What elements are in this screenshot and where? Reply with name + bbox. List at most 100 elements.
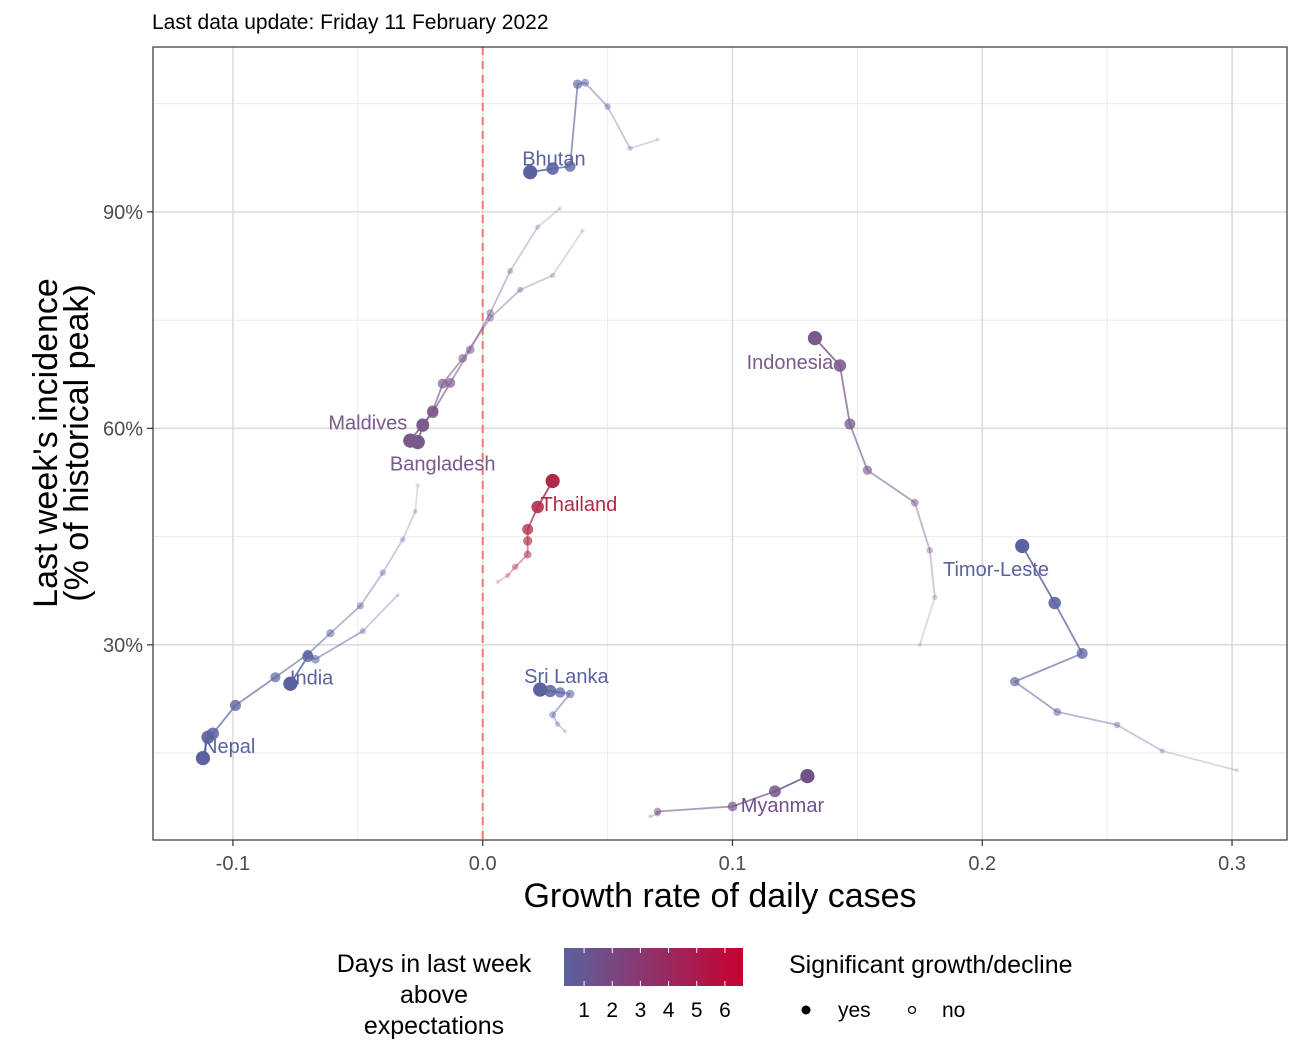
chart-subtitle: Last data update: Friday 11 February 202… — [152, 11, 549, 34]
plot-panel: Bhutan Maldives Bangladesh Thailand Indonesi… — [152, 46, 1288, 841]
data-point — [833, 359, 847, 372]
data-point — [557, 206, 563, 211]
trajectory-segment — [414, 485, 419, 512]
country-label-sri-lanka: Sri Lanka — [524, 666, 609, 688]
legend-label-no: no — [942, 999, 965, 1022]
panel-border — [152, 46, 1288, 841]
country-label-nepal: Nepal — [203, 736, 255, 758]
country-label-thailand: Thailand — [541, 494, 618, 516]
data-point — [303, 649, 313, 659]
data-point — [326, 629, 335, 638]
data-point — [270, 672, 281, 683]
data-point — [655, 137, 660, 142]
colorbar-label: 5 — [691, 999, 703, 1022]
trajectory-segment — [362, 594, 399, 632]
data-point — [844, 418, 856, 430]
legend-label-yes: yes — [838, 999, 871, 1022]
country-label-maldives: Maldives — [328, 413, 407, 435]
data-point — [572, 79, 583, 89]
legend-key-yes — [801, 1005, 811, 1015]
trajectory-segment — [584, 82, 609, 108]
trajectory-segment — [1021, 545, 1056, 604]
data-point — [926, 547, 934, 554]
trajectory-segment — [569, 84, 579, 167]
data-point — [412, 508, 418, 514]
data-point — [531, 500, 544, 514]
trajectory-segment — [519, 274, 554, 291]
data-point — [283, 676, 298, 691]
data-point — [550, 272, 556, 278]
y-tick-label: 60% — [103, 418, 143, 440]
trajectory-segment — [234, 676, 276, 707]
series-bhutan — [523, 78, 660, 180]
data-point — [523, 165, 538, 180]
legend-key-no — [907, 1005, 917, 1015]
trajectory-segment — [449, 349, 471, 384]
trajectory-segment — [314, 630, 364, 661]
data-point — [410, 434, 425, 450]
data-point — [727, 801, 738, 812]
trajectory-segment — [928, 550, 936, 598]
trajectory-segment — [606, 106, 631, 149]
data-point — [1015, 538, 1030, 554]
data-point — [1234, 768, 1240, 773]
data-point — [522, 523, 534, 535]
data-point — [201, 730, 215, 744]
x-tick-label: 0.3 — [1218, 853, 1246, 875]
trajectory-segment — [274, 653, 309, 679]
trajectory-segment — [507, 566, 516, 577]
x-tick-label: 0.2 — [968, 853, 996, 875]
data-point — [1053, 707, 1062, 716]
data-point — [458, 354, 468, 363]
x-tick-label: 0.0 — [469, 853, 497, 875]
data-point — [544, 684, 557, 698]
data-point — [486, 309, 494, 317]
country-label-bangladesh: Bangladesh — [390, 454, 496, 476]
series-indonesia — [807, 331, 938, 648]
data-point — [627, 145, 633, 152]
data-point — [427, 405, 439, 417]
x-tick-label: 0.1 — [719, 853, 747, 875]
color-legend-title-line3: expectations — [364, 1012, 504, 1040]
trajectory-segment — [657, 805, 733, 813]
trajectory-segment — [359, 572, 384, 607]
data-point — [546, 162, 559, 175]
data-point — [1113, 721, 1121, 729]
data-point — [932, 594, 938, 600]
trajectory-segment — [497, 574, 509, 583]
data-point — [535, 224, 541, 230]
x-axis: -0.1 0.0 0.1 0.2 0.3 — [216, 840, 1246, 875]
trajectory-segment — [1053, 602, 1083, 654]
trajectory-segment — [918, 596, 936, 646]
series-bangladesh — [410, 228, 585, 450]
trajectory-segment — [849, 423, 869, 471]
data-point — [511, 563, 519, 571]
color-legend-title-line2: above — [400, 981, 468, 1009]
data-point — [554, 721, 561, 727]
x-tick-label: -0.1 — [216, 853, 250, 875]
series-sri-lanka — [533, 682, 575, 734]
data-point — [486, 314, 494, 322]
trajectory-segment — [442, 357, 464, 385]
trajectory-segment — [629, 138, 658, 150]
country-label-timor-leste: Timor-Leste — [943, 559, 1049, 581]
colorbar-label: 2 — [606, 999, 618, 1022]
data-point — [581, 78, 590, 87]
country-label-bhutan: Bhutan — [522, 148, 585, 170]
trajectory-segment — [866, 469, 916, 504]
data-point — [545, 473, 560, 489]
trajectory-segment — [732, 790, 776, 808]
data-point — [917, 642, 923, 648]
trajectory-segment — [551, 230, 584, 276]
y-axis-title: Last week's incidence (% of historical p… — [27, 278, 96, 608]
data-point — [533, 682, 548, 697]
y-tick-label: 90% — [103, 202, 143, 224]
colorbar-label: 4 — [663, 999, 675, 1022]
series-thailand — [495, 473, 560, 585]
size-legend-title: Significant growth/decline — [789, 951, 1073, 979]
country-label-india: India — [290, 667, 334, 689]
country-label-indonesia: Indonesia — [747, 352, 835, 374]
data-point — [562, 729, 568, 734]
data-point — [565, 689, 575, 699]
data-point — [862, 465, 873, 475]
